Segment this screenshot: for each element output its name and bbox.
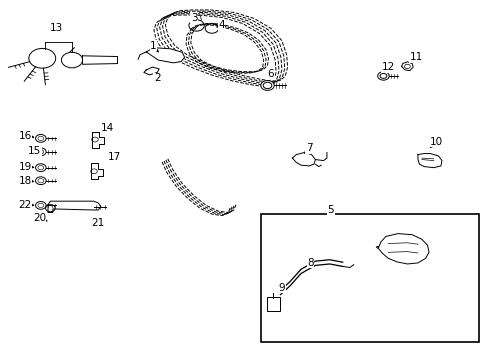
Text: 4: 4 <box>218 21 224 31</box>
Polygon shape <box>92 131 103 148</box>
Polygon shape <box>82 56 117 64</box>
Text: 18: 18 <box>19 176 32 186</box>
Text: 2: 2 <box>154 73 160 84</box>
Polygon shape <box>91 163 102 179</box>
Text: 7: 7 <box>305 143 312 153</box>
Text: 12: 12 <box>381 62 394 72</box>
Polygon shape <box>401 62 412 71</box>
Polygon shape <box>143 67 159 75</box>
Polygon shape <box>292 153 315 166</box>
Polygon shape <box>146 48 184 63</box>
Text: 11: 11 <box>408 52 422 62</box>
Text: 5: 5 <box>327 205 333 215</box>
Text: 10: 10 <box>429 137 442 147</box>
Text: 16: 16 <box>19 131 32 141</box>
Text: 20: 20 <box>33 213 46 223</box>
Text: 9: 9 <box>278 283 285 293</box>
Polygon shape <box>417 154 441 168</box>
Text: 19: 19 <box>19 162 32 172</box>
Text: 13: 13 <box>50 23 63 33</box>
Text: 21: 21 <box>92 218 105 228</box>
Polygon shape <box>376 234 428 264</box>
Text: 15: 15 <box>28 146 41 156</box>
Text: 8: 8 <box>306 258 313 268</box>
Polygon shape <box>48 201 101 212</box>
Text: 22: 22 <box>19 200 32 210</box>
Text: 17: 17 <box>107 152 121 162</box>
Circle shape <box>260 81 274 90</box>
Text: 14: 14 <box>101 123 114 133</box>
Text: 1: 1 <box>150 41 157 51</box>
Circle shape <box>263 82 271 89</box>
Text: 6: 6 <box>267 69 274 79</box>
Text: 3: 3 <box>190 13 197 23</box>
Bar <box>261 213 478 342</box>
